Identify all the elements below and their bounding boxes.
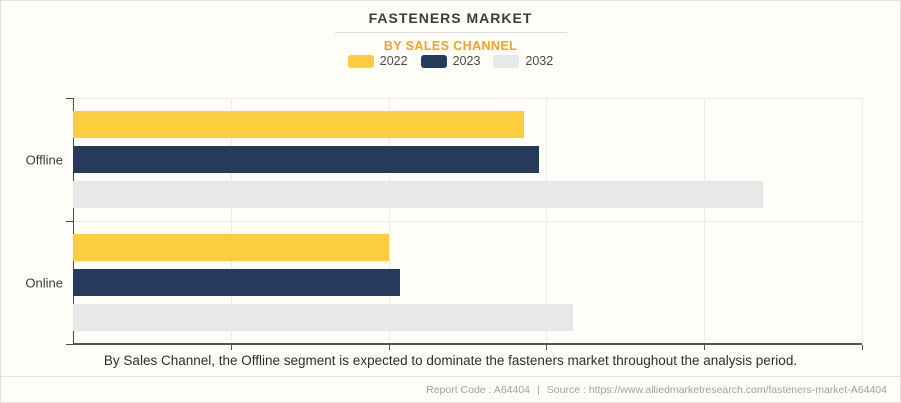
legend-item-2022[interactable]: 2022 bbox=[347, 54, 408, 68]
legend-swatch bbox=[493, 54, 520, 68]
bar-offline-2022[interactable] bbox=[73, 111, 525, 138]
chart-caption: By Sales Channel, the Offline segment is… bbox=[103, 353, 798, 368]
gridline bbox=[73, 98, 862, 99]
legend-swatch bbox=[347, 54, 374, 68]
bar-online-2022[interactable] bbox=[73, 234, 389, 261]
legend-label: 2022 bbox=[379, 54, 408, 68]
bar-online-2032[interactable] bbox=[73, 304, 574, 331]
gridline bbox=[73, 221, 862, 222]
report-code: Report Code : A64404 bbox=[426, 383, 531, 396]
x-axis-tick bbox=[388, 345, 390, 350]
x-axis-tick bbox=[546, 345, 548, 350]
title-divider bbox=[335, 32, 567, 33]
legend-label: 2023 bbox=[452, 54, 481, 68]
bars-container: Offline Online bbox=[25, 98, 862, 344]
source-url: Source : https://www.alliedmarketresearc… bbox=[546, 383, 887, 396]
legend-item-2032[interactable]: 2032 bbox=[493, 54, 553, 68]
x-axis-tick bbox=[704, 345, 706, 350]
x-axis-tick bbox=[230, 345, 232, 350]
footer: Report Code : A64404 | Source : https://… bbox=[1, 376, 900, 402]
bar-offline-2023[interactable] bbox=[73, 146, 539, 173]
x-axis bbox=[73, 343, 862, 345]
legend: 2022 2023 2032 bbox=[1, 54, 900, 68]
bar-group-offline: Offline bbox=[26, 98, 862, 221]
gridline bbox=[862, 98, 863, 344]
legend-item-2023[interactable]: 2023 bbox=[420, 54, 481, 68]
y-axis bbox=[73, 98, 74, 344]
y-axis-tick bbox=[66, 221, 73, 222]
bar-online-2023[interactable] bbox=[73, 269, 400, 296]
footer-separator: | bbox=[537, 383, 540, 396]
chart-title: FASTENERS MARKET bbox=[368, 10, 533, 26]
category-label-offline: Offline bbox=[25, 152, 63, 167]
legend-swatch bbox=[420, 54, 447, 68]
bar-group-online: Online bbox=[25, 221, 862, 344]
y-axis-tick bbox=[66, 98, 73, 99]
plot-area: Offline Online bbox=[25, 98, 863, 350]
y-axis-tick bbox=[66, 344, 73, 345]
category-label-online: Online bbox=[25, 275, 63, 290]
x-axis-tick bbox=[862, 345, 863, 350]
bar-offline-2032[interactable] bbox=[73, 181, 763, 208]
legend-label: 2032 bbox=[525, 54, 554, 68]
chart-subtitle: BY SALES CHANNEL bbox=[383, 39, 518, 53]
